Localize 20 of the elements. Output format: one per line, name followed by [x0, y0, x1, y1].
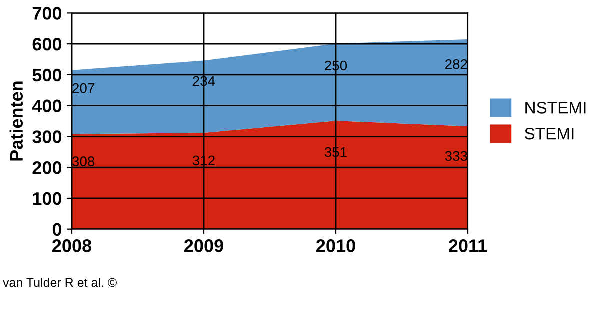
x-tick-label: 2010: [316, 240, 356, 252]
legend-label: STEMI: [525, 128, 574, 140]
y-tick-label: 600: [32, 38, 62, 51]
x-tick-label: 2008: [52, 240, 92, 252]
data-label: 308: [72, 156, 95, 167]
y-tick-label: 0: [52, 223, 62, 236]
data-label: 333: [445, 151, 468, 162]
y-tick-label: 300: [32, 130, 62, 144]
y-axis-title: Patienten: [10, 82, 24, 161]
legend-label: NSTEMI: [526, 102, 586, 114]
data-label: 282: [446, 59, 468, 70]
x-tick-label: 2011: [449, 240, 488, 252]
text: van Tulder R et al. ©: [3, 278, 117, 288]
y-tick-label: 700: [32, 7, 62, 20]
y-tick-label: 100: [33, 192, 62, 206]
y-tick-label: 400: [32, 100, 62, 113]
x-tick-label: 2009: [184, 240, 224, 252]
y-tick-label: 500: [32, 68, 62, 82]
data-label: 207: [72, 83, 94, 94]
y-tick-label: 200: [32, 162, 62, 174]
